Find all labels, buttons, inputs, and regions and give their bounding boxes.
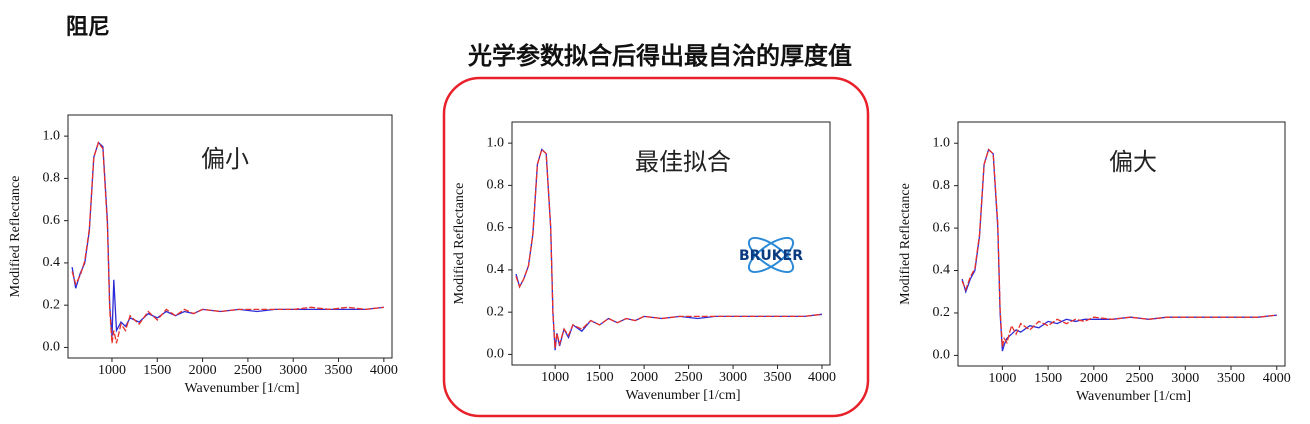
y-tick-label: 0.4 — [487, 262, 505, 277]
y-tick-label: 0.4 — [43, 255, 61, 270]
x-tick-label: 1500 — [143, 363, 171, 378]
y-tick-label: 0.2 — [933, 305, 951, 320]
series-line — [515, 148, 823, 351]
y-tick-label: 0.6 — [487, 220, 505, 235]
plot-frame — [67, 114, 393, 359]
x-tick-label: 4000 — [370, 363, 398, 378]
annotation: 最佳拟合 — [635, 148, 731, 176]
plot-frame — [957, 121, 1286, 367]
x-tick-label: 2500 — [234, 363, 262, 378]
plot-frame — [511, 121, 831, 366]
y-tick-label: 0.4 — [933, 263, 951, 278]
slide-title: 光学参数拟合后得出最自洽的厚度值 — [467, 42, 852, 70]
x-tick-label: 1500 — [586, 370, 614, 385]
logo-text: BRUKER — [739, 248, 803, 264]
x-tick-label: 3500 — [325, 363, 353, 378]
x-tick-label: 2000 — [189, 363, 217, 378]
y-axis-label: Modified Reflectance — [452, 183, 467, 305]
bruker-logo: BRUKER — [739, 236, 803, 274]
y-tick-label: 0.2 — [43, 297, 61, 312]
series-line — [961, 148, 1277, 348]
y-tick-label: 0.0 — [487, 347, 505, 362]
x-tick-label: 3000 — [719, 370, 747, 385]
x-tick-label: 3500 — [1217, 371, 1245, 386]
x-axis-label: Wavenumber [1/cm] — [184, 381, 299, 396]
y-axis-label: Modified Reflectance — [8, 176, 23, 298]
annotation: 偏大 — [1109, 148, 1157, 176]
logo-orbit — [747, 236, 795, 274]
x-tick-label: 1000 — [98, 363, 126, 378]
y-tick-label: 1.0 — [933, 135, 951, 150]
y-tick-label: 0.8 — [933, 178, 951, 193]
x-tick-label: 3500 — [764, 370, 792, 385]
x-tick-label: 2500 — [675, 370, 703, 385]
y-tick-label: 0.0 — [43, 340, 61, 355]
series-line — [515, 148, 823, 349]
x-axis-label: Wavenumber [1/cm] — [1076, 389, 1191, 404]
y-axis-label: Modified Reflectance — [898, 183, 913, 305]
annotation: 偏小 — [201, 145, 249, 173]
series-line — [961, 148, 1277, 352]
x-tick-label: 1000 — [541, 370, 569, 385]
series-line — [71, 141, 384, 344]
y-tick-label: 0.8 — [43, 171, 61, 186]
logo-orbit — [747, 236, 795, 274]
highlight-frame — [442, 76, 870, 418]
x-tick-label: 4000 — [1263, 371, 1291, 386]
x-tick-label: 2500 — [1126, 371, 1154, 386]
x-tick-label: 2000 — [630, 370, 658, 385]
y-tick-label: 0.0 — [933, 348, 951, 363]
x-tick-label: 4000 — [808, 370, 836, 385]
x-axis-label: Wavenumber [1/cm] — [625, 388, 740, 403]
x-tick-label: 1000 — [988, 371, 1016, 386]
y-tick-label: 0.6 — [933, 220, 951, 235]
y-tick-label: 0.6 — [43, 213, 61, 228]
y-tick-label: 1.0 — [43, 128, 61, 143]
x-tick-label: 1500 — [1034, 371, 1062, 386]
header: 阻尼 — [66, 15, 110, 40]
x-tick-label: 3000 — [279, 363, 307, 378]
y-tick-label: 1.0 — [487, 135, 505, 150]
x-tick-label: 3000 — [1171, 371, 1199, 386]
y-tick-label: 0.8 — [487, 178, 505, 193]
y-tick-label: 0.2 — [487, 304, 505, 319]
x-tick-label: 2000 — [1080, 371, 1108, 386]
